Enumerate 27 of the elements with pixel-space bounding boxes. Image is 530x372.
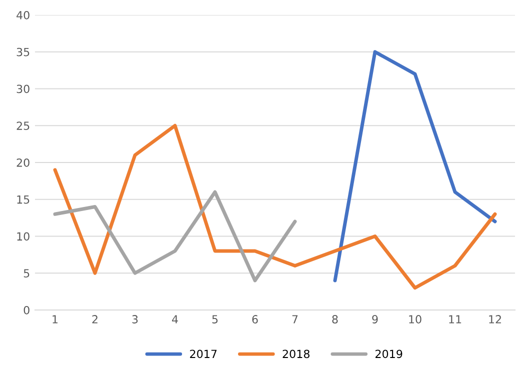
y-tick-label: 15 (17, 195, 30, 204)
y-tick-label: 10 (17, 232, 30, 241)
y-tick-label: 20 (16, 158, 30, 167)
x-tick-label: 9 (372, 315, 378, 324)
x-tick-label: 2 (92, 315, 98, 324)
x-tick-label: 7 (292, 315, 298, 324)
line-series (333, 50, 497, 282)
x-tick-label: 11 (449, 315, 462, 324)
y-tick-label: 35 (16, 48, 30, 56)
y-tick-label: 25 (16, 122, 30, 130)
x-tick-label: 4 (172, 315, 178, 324)
x-tick-label: 3 (132, 315, 138, 324)
legend-label: 2018 (282, 350, 310, 358)
y-tick-label: 5 (24, 269, 30, 278)
x-tick-label: 1 (52, 315, 58, 324)
x-tick-label: 10 (409, 315, 422, 324)
y-tick-label: 40 (16, 10, 30, 20)
y-tick-label: 0 (24, 306, 30, 314)
legend-label: 2019 (376, 350, 402, 358)
legend-label: 2017 (190, 350, 217, 358)
line-series (53, 124, 497, 290)
y-tick-label: 30 (16, 84, 30, 94)
x-tick-label: 6 (252, 315, 258, 324)
x-tick-label: 8 (332, 315, 338, 324)
line-series (53, 190, 297, 282)
x-tick-label: 5 (212, 315, 218, 324)
x-tick-label: 12 (489, 315, 501, 324)
